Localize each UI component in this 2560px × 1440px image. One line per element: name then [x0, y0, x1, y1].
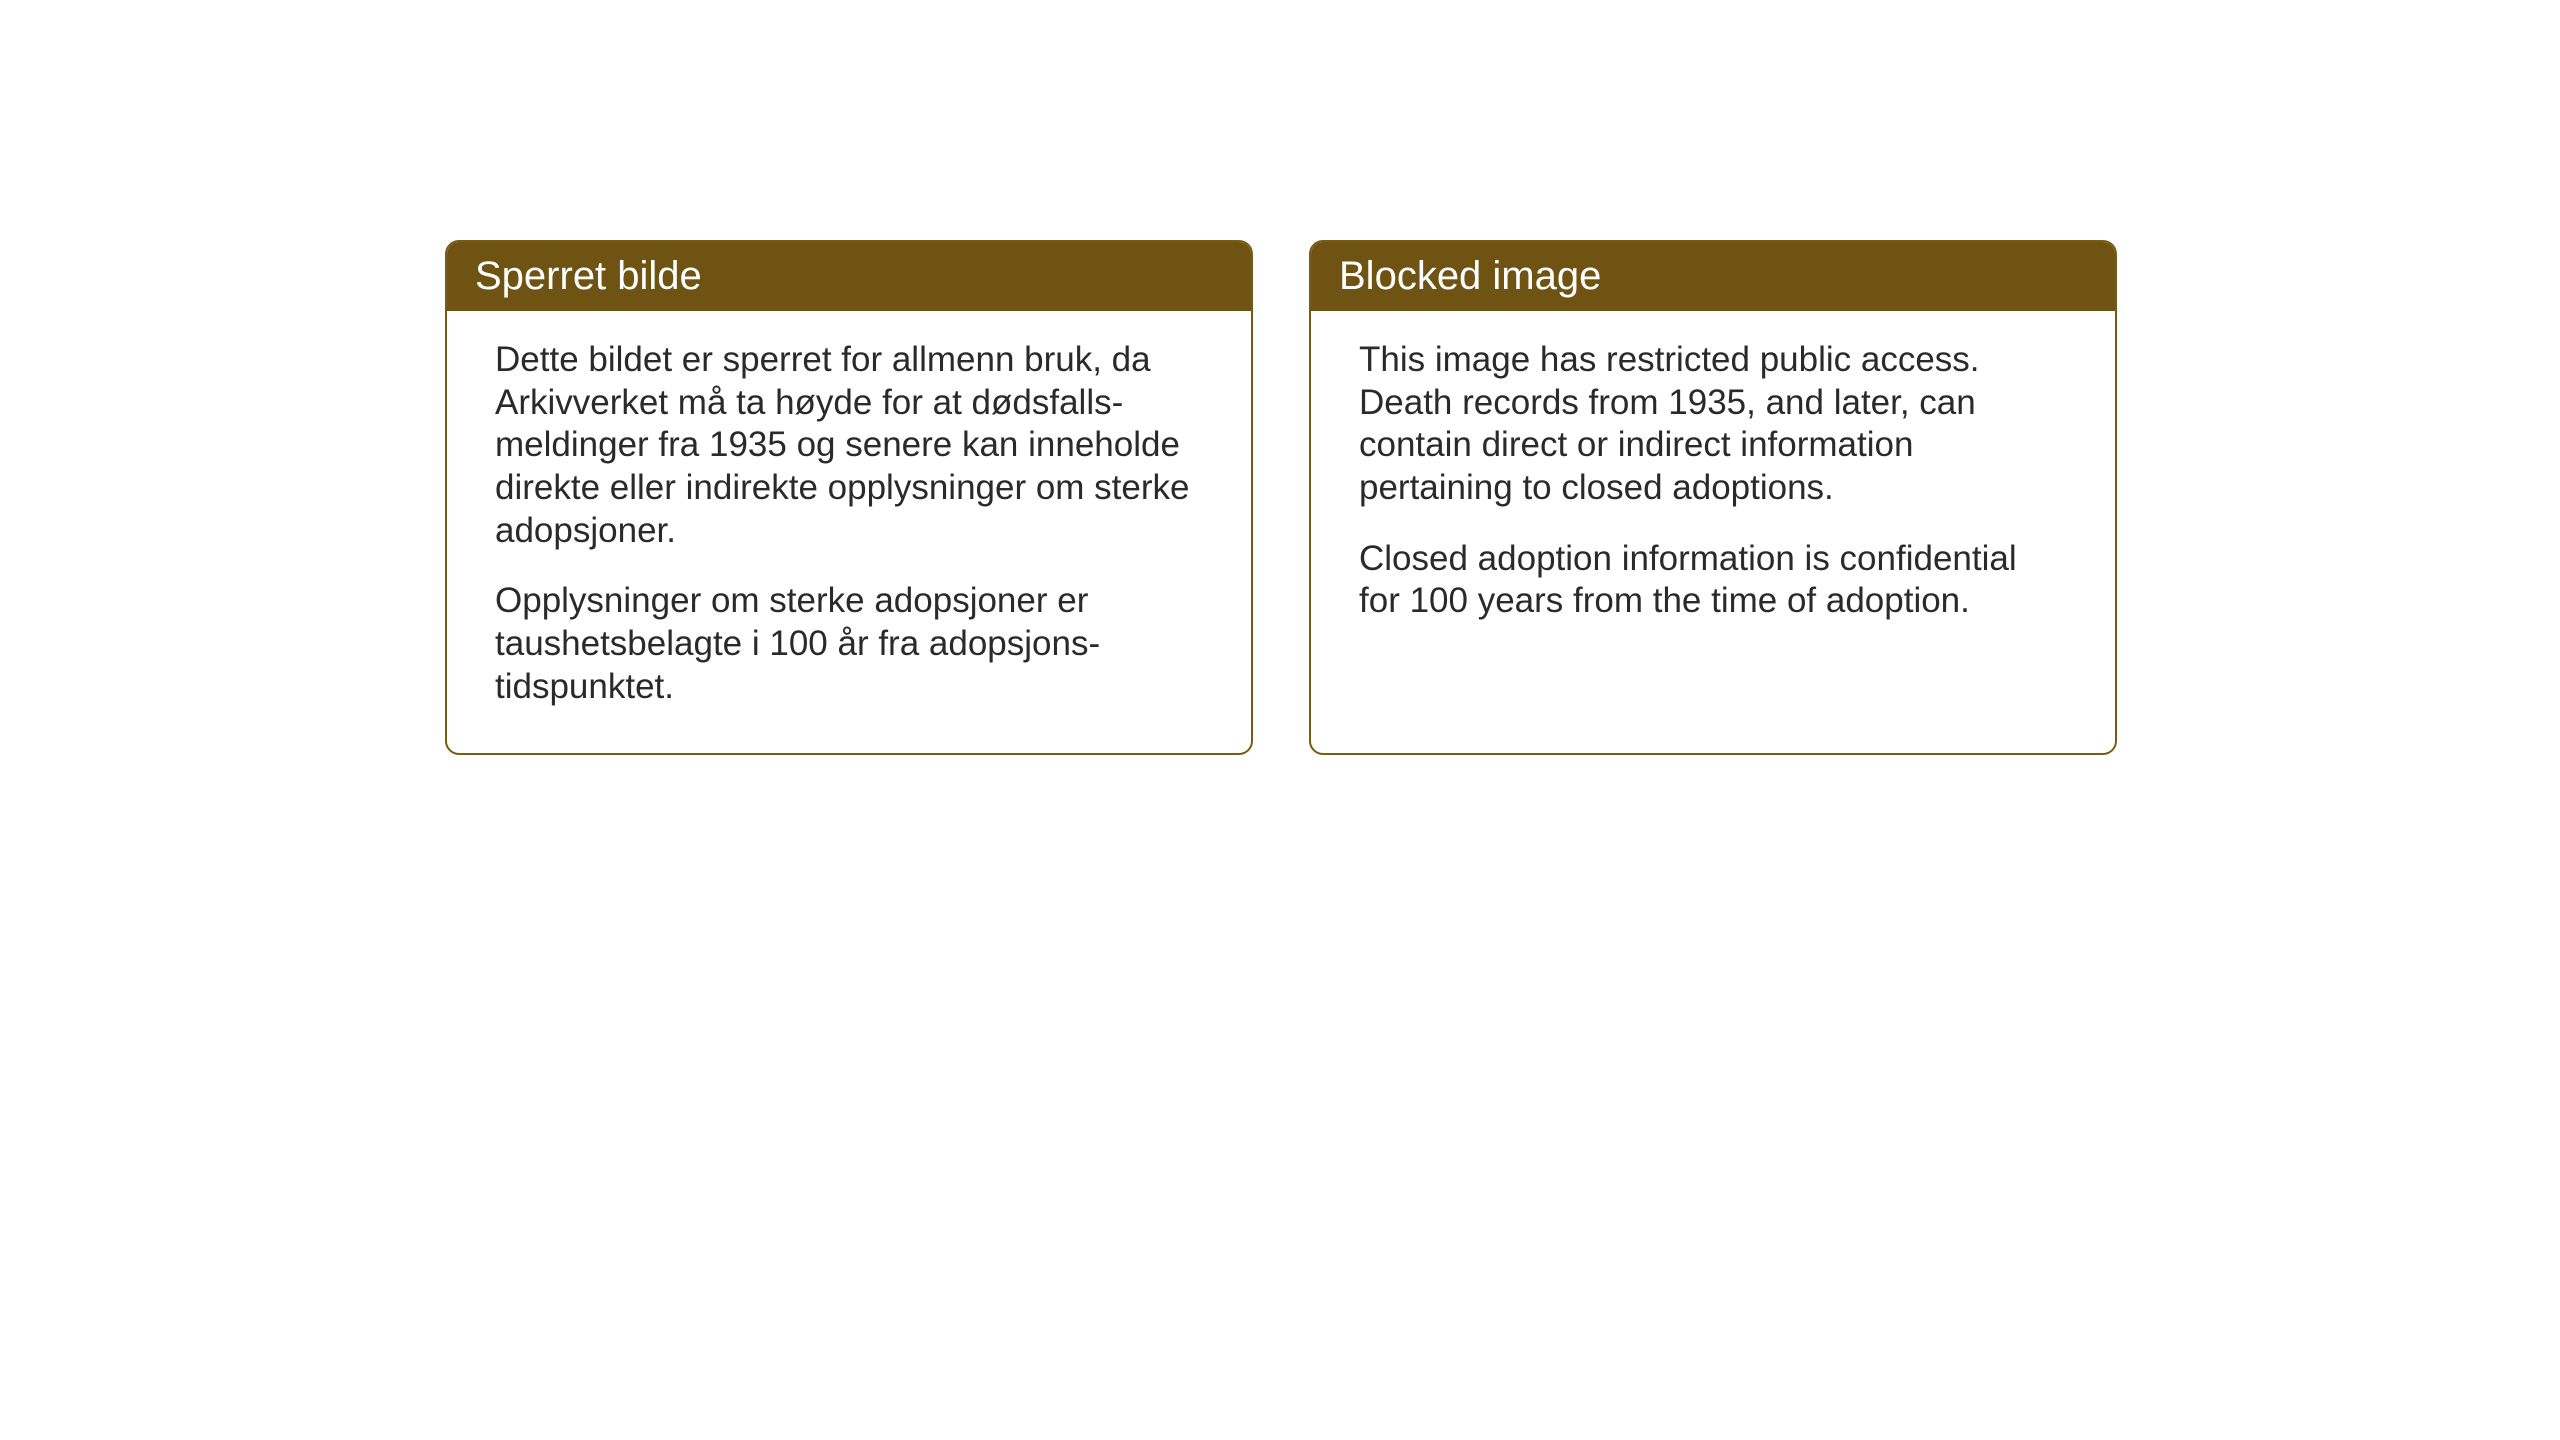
english-paragraph-2: Closed adoption information is confident… [1359, 538, 2067, 623]
norwegian-panel-body: Dette bildet er sperret for allmenn bruk… [447, 311, 1251, 753]
english-notice-panel: Blocked image This image has restricted … [1309, 240, 2117, 755]
norwegian-paragraph-1: Dette bildet er sperret for allmenn bruk… [495, 339, 1203, 552]
english-paragraph-1: This image has restricted public access.… [1359, 339, 2067, 510]
notice-container: Sperret bilde Dette bildet er sperret fo… [445, 240, 2117, 755]
english-panel-body: This image has restricted public access.… [1311, 311, 2115, 667]
norwegian-notice-panel: Sperret bilde Dette bildet er sperret fo… [445, 240, 1253, 755]
english-panel-title: Blocked image [1311, 242, 2115, 311]
norwegian-paragraph-2: Opplysninger om sterke adopsjoner er tau… [495, 580, 1203, 708]
norwegian-panel-title: Sperret bilde [447, 242, 1251, 311]
